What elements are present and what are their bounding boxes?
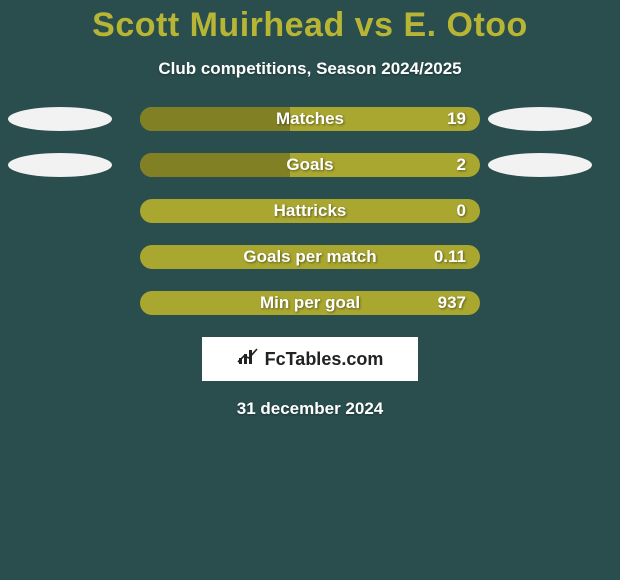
stat-row: Hattricks 0 [0,199,620,223]
right-oval [488,153,592,177]
stat-value: 0 [457,201,466,221]
stat-row: Matches 19 [0,107,620,131]
stat-bar: Goals per match 0.11 [140,245,480,269]
bar-fill-left [140,153,290,177]
left-oval [8,107,112,131]
stat-label: Matches [276,109,344,129]
stat-row: Min per goal 937 [0,291,620,315]
stat-bar: Min per goal 937 [140,291,480,315]
stat-label: Goals per match [243,247,376,267]
stat-bar: Matches 19 [140,107,480,131]
stat-value: 2 [457,155,466,175]
stat-bar: Hattricks 0 [140,199,480,223]
brand-text: FcTables.com [265,349,384,370]
brand-box: FcTables.com [202,337,418,381]
stat-label: Goals [286,155,333,175]
stat-label: Min per goal [260,293,360,313]
stats-chart: Matches 19 Goals 2 Hattricks 0 Goals per match… [0,107,620,315]
infographic-canvas: Scott Muirhead vs E. Otoo Club competiti… [0,0,620,580]
stat-value: 937 [438,293,466,313]
left-oval [8,153,112,177]
bar-fill-left [140,107,290,131]
right-oval [488,107,592,131]
stat-label: Hattricks [274,201,347,221]
stat-value: 19 [447,109,466,129]
stat-row: Goals 2 [0,153,620,177]
bar-chart-icon [237,348,259,371]
subtitle: Club competitions, Season 2024/2025 [0,59,620,79]
stat-bar: Goals 2 [140,153,480,177]
stat-value: 0.11 [434,247,466,267]
page-title: Scott Muirhead vs E. Otoo [0,0,620,45]
date-line: 31 december 2024 [0,399,620,419]
stat-row: Goals per match 0.11 [0,245,620,269]
